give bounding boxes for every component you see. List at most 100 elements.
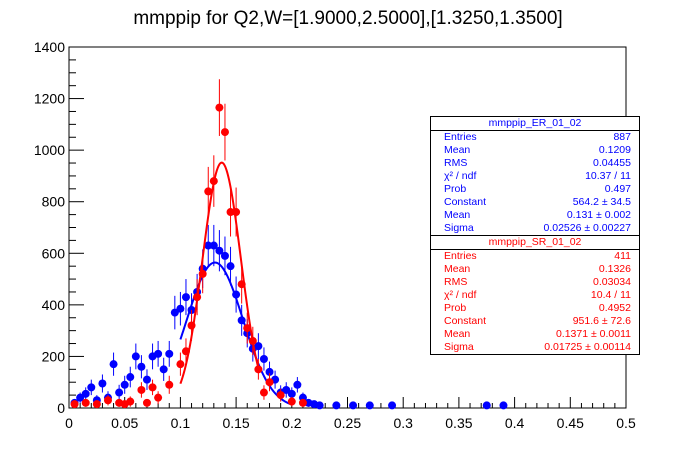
stat-red-value: 951.6 ± 72.6	[572, 315, 631, 327]
x-tick-label: 0.2	[282, 415, 302, 431]
stats-box-red: mmppip_SR_01_02 Entries 411 Mean 0.1326 RMS 0…	[430, 235, 640, 355]
stat-red-row: Mean 0.1371 ± 0.0011	[431, 328, 639, 341]
stat-red-row: χ² / ndf 10.4 / 11	[431, 289, 639, 302]
stat-blue-row: Mean 0.1209	[431, 144, 639, 157]
data-point-red	[237, 280, 246, 289]
y-tick-label: 400	[42, 297, 66, 313]
stats-title-blue: mmppip_ER_01_02	[431, 117, 639, 131]
data-point-red	[142, 398, 151, 407]
data-point-red	[232, 208, 241, 217]
data-point-blue	[165, 349, 174, 358]
stat-red-label: Prob	[444, 302, 467, 314]
stat-red-value: 0.01725 ± 0.00114	[544, 341, 631, 353]
x-tick-label: 0.1	[171, 415, 191, 431]
stat-red-value: 411	[614, 250, 631, 262]
stat-blue-label: χ² / ndf	[444, 170, 477, 182]
data-point-red	[165, 380, 174, 389]
stat-blue-value: 564.2 ± 34.5	[572, 196, 631, 208]
data-point-red	[276, 391, 285, 400]
stat-blue-row: RMS 0.04455	[431, 157, 639, 170]
y-tick-label: 600	[42, 245, 66, 261]
data-point-red	[254, 365, 263, 374]
data-point-blue	[315, 401, 324, 410]
x-tick-label: 0.5	[616, 415, 636, 431]
stat-blue-value: 887	[613, 131, 631, 143]
data-point-blue	[120, 380, 129, 389]
data-point-blue	[126, 373, 135, 382]
x-tick-label: 0.45	[557, 415, 584, 431]
y-tick-label: 1400	[34, 39, 65, 55]
data-point-red	[126, 397, 135, 406]
data-point-red	[181, 347, 190, 356]
data-point-red	[243, 324, 252, 333]
data-point-red	[137, 385, 146, 394]
data-point-red	[220, 128, 229, 137]
stat-blue-label: Prob	[444, 183, 467, 195]
data-point-blue	[365, 401, 374, 410]
stat-blue-value: 0.04455	[593, 157, 631, 169]
stat-blue-value: 0.02526 ± 0.00227	[543, 222, 631, 234]
data-point-blue	[87, 383, 96, 392]
data-point-blue	[159, 365, 168, 374]
stat-blue-label: Mean	[444, 144, 471, 156]
data-point-blue	[176, 304, 185, 313]
data-point-blue	[237, 316, 246, 325]
data-point-red	[193, 293, 202, 302]
data-point-blue	[81, 389, 90, 398]
data-point-red	[248, 336, 257, 345]
stat-red-row: Sigma 0.01725 ± 0.00114	[431, 341, 639, 354]
y-tick-label: 800	[42, 194, 66, 210]
stat-blue-label: RMS	[444, 157, 468, 169]
stat-red-label: χ² / ndf	[444, 289, 477, 301]
x-tick-label: 0	[65, 415, 73, 431]
stat-blue-label: Constant	[444, 196, 487, 208]
data-point-blue	[154, 349, 163, 358]
stat-blue-label: Sigma	[444, 222, 474, 234]
stat-blue-row: Mean 0.131 ± 0.002	[431, 209, 639, 222]
x-tick-label: 0.3	[393, 415, 413, 431]
data-point-blue	[220, 251, 229, 260]
stat-red-value: 10.4 / 11	[590, 289, 631, 301]
data-point-blue	[232, 290, 241, 299]
stat-blue-value: 0.497	[604, 183, 631, 195]
y-tick-label: 1200	[34, 91, 65, 107]
data-point-blue	[259, 355, 268, 364]
stat-blue-row: Entries 887	[431, 131, 639, 144]
stat-red-label: Constant	[444, 315, 487, 327]
stat-red-row: Entries 411	[431, 250, 639, 263]
stat-blue-label: Mean	[444, 209, 471, 221]
data-point-blue	[287, 389, 296, 398]
data-point-red	[215, 103, 224, 112]
data-point-blue	[265, 367, 274, 376]
data-point-red	[81, 398, 90, 407]
stat-red-row: RMS 0.03034	[431, 276, 639, 289]
data-point-blue	[170, 308, 179, 317]
data-point-red	[287, 397, 296, 406]
y-tick-label: 0	[57, 400, 65, 416]
stat-blue-row: χ² / ndf 10.37 / 11	[431, 170, 639, 183]
data-point-red	[92, 400, 101, 409]
x-tick-label: 0.25	[334, 415, 361, 431]
chart-title: mmppip for Q2,W=[1.9000,2.5000],[1.3250,…	[133, 8, 563, 29]
data-point-red	[103, 396, 112, 405]
stat-blue-label: Entries	[444, 131, 477, 143]
data-point-red	[226, 208, 235, 217]
data-point-blue	[76, 393, 85, 402]
stat-red-value: 0.03034	[593, 276, 631, 288]
data-point-red	[259, 388, 268, 397]
stat-red-value: 0.1326	[598, 263, 631, 275]
stat-blue-row: Constant 564.2 ± 34.5	[431, 196, 639, 209]
data-point-red	[298, 398, 307, 407]
data-point-blue	[499, 401, 508, 410]
y-tick-label: 1000	[34, 142, 65, 158]
stat-blue-row: Sigma 0.02526 ± 0.00227	[431, 222, 639, 235]
data-point-blue	[282, 385, 291, 394]
data-point-blue	[293, 380, 302, 389]
stat-red-label: Mean	[444, 263, 471, 275]
data-point-red	[204, 187, 213, 196]
y-tick-label: 200	[42, 348, 66, 364]
data-point-blue	[482, 401, 491, 410]
stat-red-row: Prob 0.4952	[431, 302, 639, 315]
stat-red-label: Entries	[444, 250, 477, 262]
